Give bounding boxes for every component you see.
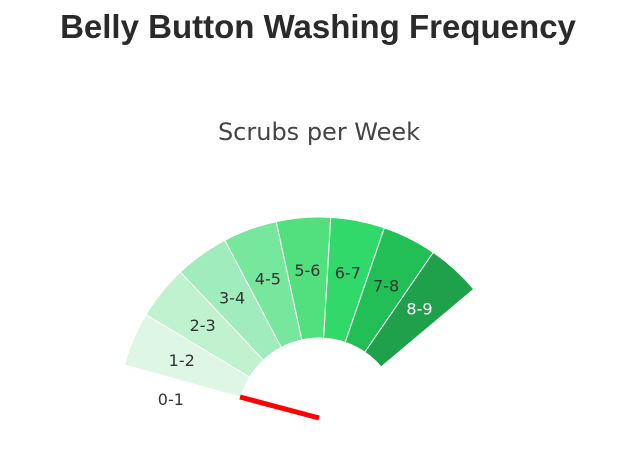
gauge-needle <box>239 394 320 421</box>
gauge-label-7-8: 7-8 <box>373 276 399 295</box>
gauge-label-6-7: 6-7 <box>335 263 361 282</box>
gauge-subtitle: Scrubs per Week <box>218 118 420 146</box>
gauge-label-8-9: 8-9 <box>406 299 432 318</box>
gauge-label-4-5: 4-5 <box>255 270 281 289</box>
gauge-label-2-3: 2-3 <box>190 316 216 335</box>
gauge-label-3-4: 3-4 <box>219 288 245 307</box>
gauge-label-0-1: 0-1 <box>158 390 184 409</box>
chart-title: Belly Button Washing Frequency <box>60 8 576 45</box>
gauge-segments <box>116 216 475 420</box>
gauge-label-5-6: 5-6 <box>294 261 320 280</box>
gauge-label-1-2: 1-2 <box>169 351 195 370</box>
gauge-segment-labels: 0-1 1-2 2-33-4 4-5 5-6 6-7 7-8 8-9 <box>158 261 433 409</box>
gauge-segment-8-9 <box>364 251 475 368</box>
